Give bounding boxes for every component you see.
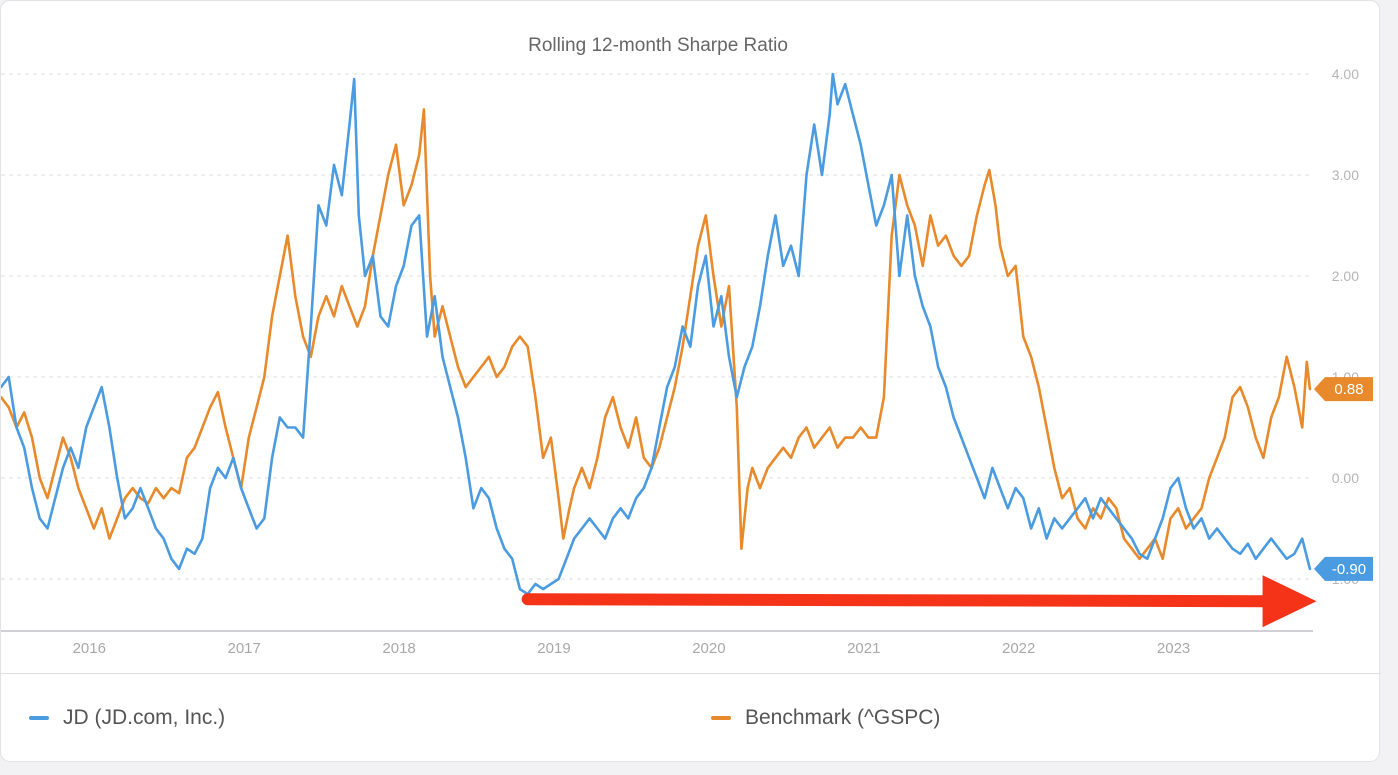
x-tick-label: 2022	[1002, 640, 1035, 657]
annotation-arrow	[521, 575, 1317, 628]
series-line-benchmark	[1, 108, 1312, 561]
y-tick-label: 4.00	[1332, 66, 1359, 82]
badge-shape	[1314, 556, 1373, 581]
badge-value: 0.88	[1334, 381, 1363, 398]
x-tick-label: 2016	[73, 640, 106, 657]
x-tick-label: 2023	[1157, 640, 1190, 657]
chart-title: Rolling 12-month Sharpe Ratio	[528, 35, 788, 56]
series-lines	[1, 72, 1312, 596]
x-tick-label: 2020	[692, 640, 725, 657]
legend-label-jd: JD (JD.com, Inc.)	[63, 706, 226, 729]
legend-item-jd[interactable]: JD (JD.com, Inc.)	[29, 706, 225, 730]
x-tick-label: 2018	[382, 640, 415, 657]
y-tick-label: 2.00	[1332, 268, 1359, 284]
arrow-shaft	[521, 593, 1273, 608]
legend-label-benchmark: Benchmark (^GSPC)	[745, 706, 941, 729]
arrow-head	[1262, 575, 1317, 628]
x-tick-label: 2021	[847, 640, 880, 657]
x-tick-label: 2019	[537, 640, 570, 657]
legend-item-benchmark[interactable]: Benchmark (^GSPC)	[711, 706, 940, 730]
gridlines	[1, 73, 1313, 580]
last-value-badge-jd: -0.90	[1314, 556, 1373, 581]
x-axis-ticks: 2016 2017 2018 2019 2020 2021 2022 2023	[73, 640, 1191, 657]
y-tick-label: 0.00	[1332, 470, 1359, 486]
y-tick-label: 3.00	[1332, 167, 1359, 183]
chart-card: Rolling 12-month Sharpe Ratio 4.00 3.00 2.…	[0, 0, 1381, 764]
legend-swatch-jd	[29, 716, 49, 720]
badge-shape	[1314, 377, 1373, 402]
legend: JD (JD.com, Inc.) Benchmark (^GSPC)	[1, 673, 1381, 764]
sharpe-ratio-chart: Rolling 12-month Sharpe Ratio 4.00 3.00 2.…	[1, 35, 1373, 657]
last-value-badge-benchmark: 0.88	[1314, 377, 1373, 402]
y-axis-ticks: 4.003.002.001.000.00-1.00	[1327, 66, 1359, 587]
last-value-labels: -0.90 0.88	[1314, 377, 1373, 581]
badge-value: -0.90	[1332, 561, 1366, 578]
series-line-jd	[1, 72, 1312, 596]
x-tick-label: 2017	[228, 640, 261, 657]
legend-swatch-benchmark	[711, 716, 731, 720]
